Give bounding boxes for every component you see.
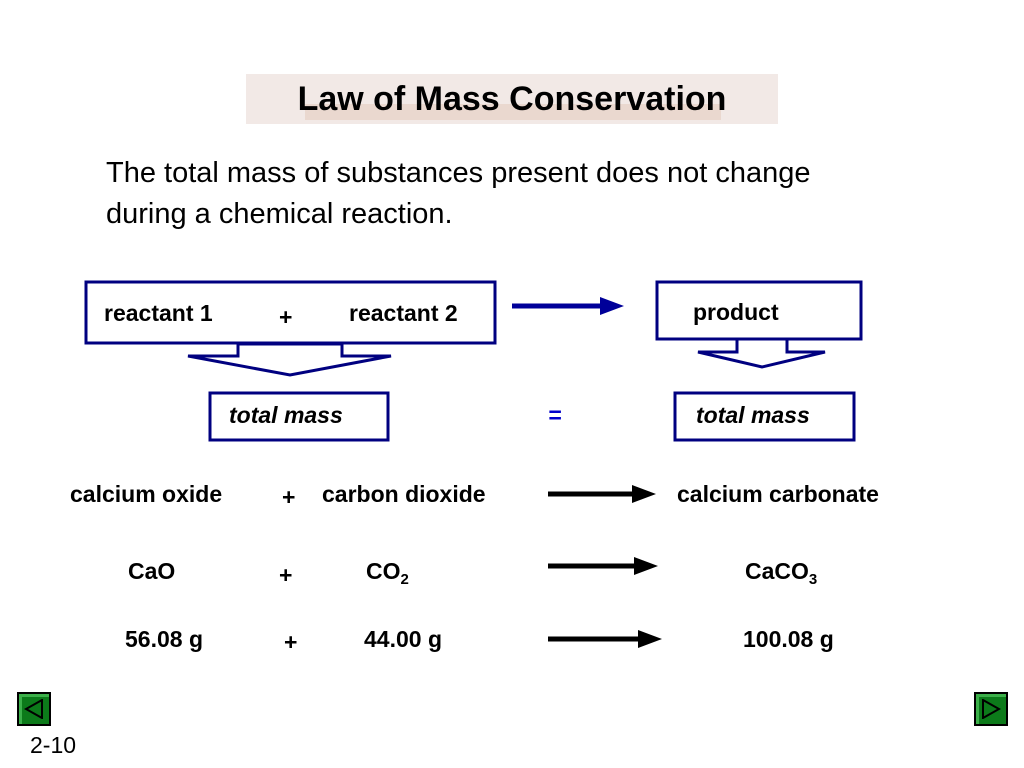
co2-formula: CO2 xyxy=(366,558,409,588)
next-slide-button[interactable] xyxy=(974,692,1008,726)
equals-sign: = xyxy=(548,402,562,428)
caco3-mass: 100.08 g xyxy=(743,626,834,652)
product-funnel-arrow xyxy=(697,337,826,369)
co2-mass: 44.00 g xyxy=(364,626,442,652)
reactant-1-label: reactant 1 xyxy=(104,300,213,326)
names-plus-sign: + xyxy=(282,484,296,510)
reactant-2-label: reactant 2 xyxy=(349,300,458,326)
formulas-arrow-head xyxy=(634,557,658,575)
calcium-carbonate-label: calcium carbonate xyxy=(677,481,879,507)
total-mass-right-label: total mass xyxy=(696,402,810,428)
co2-formula-base: CO xyxy=(366,558,401,584)
previous-slide-button[interactable] xyxy=(17,692,51,726)
caco3-formula-subscript: 3 xyxy=(808,571,818,588)
caco3-formula-base: CaCO xyxy=(745,558,809,584)
total-mass-left-box xyxy=(208,391,390,442)
co2-formula-subscript: 2 xyxy=(400,571,409,588)
total-mass-right-box xyxy=(673,391,856,442)
cao-formula: CaO xyxy=(128,558,176,584)
triangle-right-icon xyxy=(982,699,1001,719)
total-mass-left-label: total mass xyxy=(229,402,343,428)
slide-title: Law of Mass Conservation xyxy=(297,80,727,118)
formulas-plus-sign: + xyxy=(279,562,293,588)
masses-plus-sign: + xyxy=(284,629,298,655)
title-highlight-band xyxy=(305,104,721,120)
diagram-plus-sign: + xyxy=(279,304,293,330)
product-label: product xyxy=(693,299,779,325)
reactants-box xyxy=(84,280,497,345)
masses-arrow-head xyxy=(638,630,662,648)
caco3-formula: CaCO3 xyxy=(745,558,818,588)
calcium-oxide-label: calcium oxide xyxy=(70,481,223,507)
law-statement-line-1: The total mass of substances present doe… xyxy=(106,157,811,189)
reaction-arrow-head xyxy=(600,297,624,315)
law-statement-line-2: during a chemical reaction. xyxy=(106,198,453,230)
reactants-funnel-arrow xyxy=(187,342,392,377)
carbon-dioxide-label: carbon dioxide xyxy=(322,481,486,507)
cao-mass: 56.08 g xyxy=(125,626,203,652)
names-arrow-head xyxy=(632,485,656,503)
product-box xyxy=(655,280,863,341)
triangle-left-icon xyxy=(24,699,43,719)
law-statement: The total mass of substances present doe… xyxy=(106,153,986,235)
slide-number: 2-10 xyxy=(30,732,77,758)
